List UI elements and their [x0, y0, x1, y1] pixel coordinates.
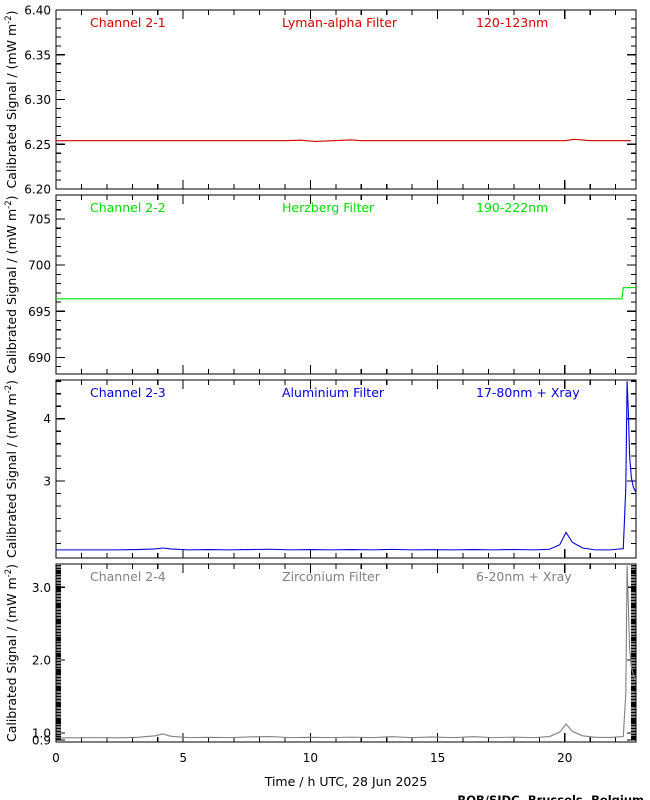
panel-1-ytick-label: 6.20	[24, 183, 51, 197]
panel-3-ytick-label: 4	[43, 412, 51, 426]
x-tick-label: 20	[557, 751, 572, 765]
panel-3-filter-label: Aluminium Filter	[282, 385, 385, 400]
panel-2-ylabel: Calibrated Signal / (mW m-2)	[4, 195, 19, 373]
panel-2-frame	[55, 194, 637, 375]
panel-1-ylabel: Calibrated Signal / (mW m-2)	[4, 10, 19, 188]
panel-1-band-label: 120-123nm	[476, 15, 548, 30]
panel-4-ylabel: Calibrated Signal / (mW m-2)	[4, 564, 19, 742]
panel-1-ytick-label: 6.35	[24, 48, 51, 62]
panel-2-ytick-label: 705	[28, 212, 51, 226]
panel-2-ytick-label: 695	[28, 305, 51, 319]
panel-4-filter-label: Zirconium Filter	[282, 569, 381, 584]
x-tick-label: 10	[303, 751, 318, 765]
panel-2-band-label: 190-222nm	[476, 200, 548, 215]
panel-3-channel-label: Channel 2-3	[90, 385, 166, 400]
panel-2-trace	[56, 286, 636, 300]
x-axis: 0 5 10 15 20 Time / h UTC, 28 Jun 2025 ROB/SID…	[52, 751, 644, 800]
panel-2-ytick-label: 690	[28, 351, 51, 365]
panel-4-ylabel-text: Calibrated Signal / (mW m-2)	[4, 564, 19, 742]
x-axis-title: Time / h UTC, 28 Jun 2025	[264, 774, 428, 789]
panel-3-ytick-label: 3	[43, 475, 51, 489]
panel-4: 0.91.0 2.0 3.0 Channel 2-4 Zirconium Filter 6…	[4, 563, 637, 748]
panel-4-ytick-label: 1.0	[32, 726, 51, 740]
panel-3: 3 4 Channel 2-3 Aluminium Filter 17-80nm + X…	[4, 379, 637, 559]
panel-1: 6.20 6.25 6.30 6.35 6.40 Channel 2-1 Lyman-alp…	[4, 4, 637, 197]
panel-1-frame	[55, 9, 637, 190]
panel-4-channel-label: Channel 2-4	[90, 569, 166, 584]
panel-1-ytick-label: 6.25	[24, 138, 51, 152]
panel-2-filter-label: Herzberg Filter	[282, 200, 375, 215]
panel-4-ytick-label: 0.9	[32, 734, 51, 748]
panel-2-ytick-label: 700	[28, 259, 51, 273]
panel-3-band-label: 17-80nm + Xray	[476, 385, 580, 400]
panel-1-filter-label: Lyman-alpha Filter	[282, 15, 398, 30]
panel-1-ytick-label: 6.40	[24, 4, 51, 18]
panel-4-ytick-label: 2.0	[32, 654, 51, 668]
panel-4-ytick-label: 3.0	[32, 581, 51, 595]
x-tick-label: 0	[52, 751, 60, 765]
panel-3-frame	[55, 379, 637, 559]
x-tick-label: 15	[430, 751, 445, 765]
x-tick-label: 5	[179, 751, 187, 765]
panel-4-band-label: 6-20nm + Xray	[476, 569, 572, 584]
panel-2: 690 695 700 705 Channel 2-2 Herzberg Filter 19…	[4, 194, 637, 375]
panel-1-ylabel-text: Calibrated Signal / (mW m-2)	[4, 10, 19, 188]
panel-1-ytick-label: 6.30	[24, 93, 51, 107]
panel-3-ylabel-text: Calibrated Signal / (mW m-2)	[4, 380, 19, 558]
panel-2-ylabel-text: Calibrated Signal / (mW m-2)	[4, 195, 19, 373]
panel-4-trace	[56, 565, 636, 739]
panel-1-channel-label: Channel 2-1	[90, 15, 166, 30]
panel-3-ylabel: Calibrated Signal / (mW m-2)	[4, 380, 19, 558]
panel-1-trace	[56, 138, 631, 142]
panel-2-channel-label: Channel 2-2	[90, 200, 166, 215]
credit-label: ROB/SIDC, Brussels, Belgium	[457, 793, 644, 800]
panel-3-trace	[56, 381, 636, 551]
panel-4-frame	[55, 563, 637, 743]
